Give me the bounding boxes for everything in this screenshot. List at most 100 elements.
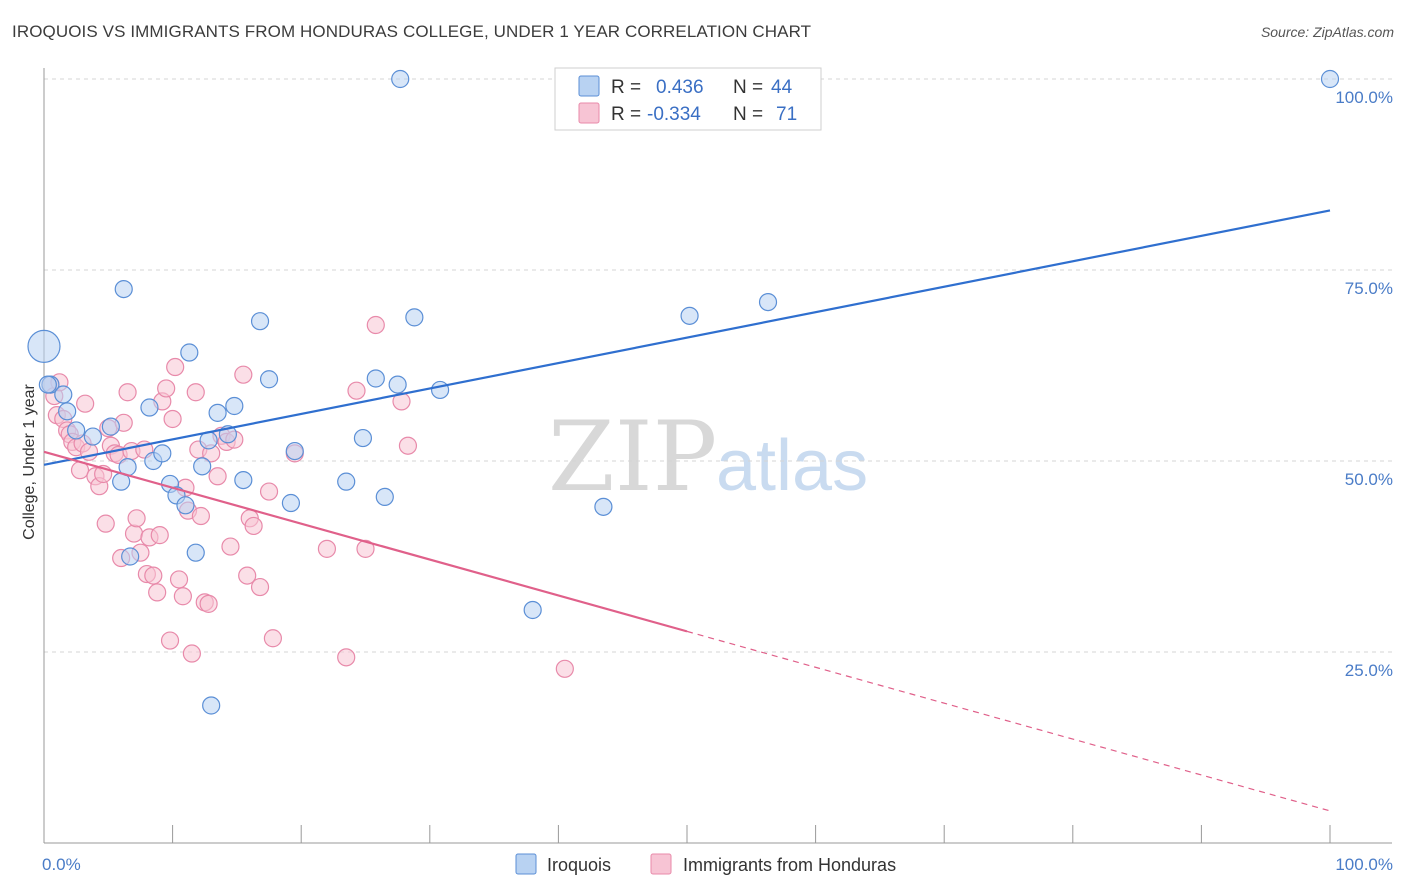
honduras-point-52 <box>221 537 240 556</box>
honduras-point-22 <box>118 383 137 402</box>
iroquois-point-6 <box>101 417 120 436</box>
trend-lines <box>43 209 1331 812</box>
trend-line-honduras-solid <box>43 450 688 633</box>
honduras-point-10 <box>76 394 95 413</box>
iroquois-point-34 <box>388 375 407 394</box>
iroquois-point-38 <box>523 600 542 620</box>
iroquois-point-3 <box>58 402 77 421</box>
legend-n-label-0: N = <box>733 77 763 98</box>
honduras-point-37 <box>166 357 185 377</box>
watermark-atlas: atlas <box>716 426 868 506</box>
honduras-point-39 <box>173 587 192 606</box>
honduras-point-59 <box>259 482 279 501</box>
bottom-legend-label-iroquois: Iroquois <box>547 855 611 875</box>
y-tick-label-3: 100.0% <box>1335 88 1393 107</box>
legend-r-value-0: 0.436 <box>656 77 704 98</box>
chart-title: IROQUOIS VS IMMIGRANTS FROM HONDURAS COL… <box>12 22 812 41</box>
honduras-point-55 <box>238 566 257 585</box>
watermark-zip: ZIP <box>548 401 717 513</box>
iroquois-point-43 <box>38 375 57 394</box>
honduras-point-35 <box>160 631 180 650</box>
honduras-point-49 <box>208 467 227 486</box>
iroquois-point-24 <box>225 396 244 416</box>
iroquois-point-2 <box>54 385 73 404</box>
iroquois-point-8 <box>114 280 133 299</box>
series-honduras-points <box>41 315 574 678</box>
legend-n-value-0: 44 <box>771 77 793 98</box>
honduras-point-68 <box>398 436 418 455</box>
iroquois-point-25 <box>234 471 253 490</box>
honduras-point-24 <box>124 524 144 543</box>
iroquois-point-29 <box>285 441 304 461</box>
iroquois-point-31 <box>353 428 373 448</box>
honduras-point-45 <box>191 506 210 526</box>
iroquois-point-4 <box>67 421 86 440</box>
bottom-legend-label-honduras: Immigrants from Honduras <box>683 855 896 875</box>
iroquois-point-18 <box>186 543 205 562</box>
iroquois-point-17 <box>180 343 199 362</box>
iroquois-point-37 <box>430 380 450 400</box>
y-tick-labels: 25.0% 50.0% 75.0% 100.0% <box>1335 88 1393 680</box>
honduras-point-67 <box>392 392 411 411</box>
bottom-legend-swatch-iroquois <box>515 853 537 875</box>
bottom-legend-swatch-honduras <box>650 853 672 875</box>
iroquois-point-32 <box>366 369 385 388</box>
iroquois-point-40 <box>680 306 699 325</box>
x-tick-labels: 0.0% 100.0% <box>42 855 1393 874</box>
x-tick-label-1: 100.0% <box>1335 855 1393 874</box>
top-legend: R = 0.436 N = 44 R = -0.334 N = 71 <box>554 67 822 131</box>
legend-n-label-1: N = <box>733 104 763 125</box>
iroquois-point-11 <box>140 398 159 417</box>
honduras-point-15 <box>96 514 115 533</box>
bottom-legend: Iroquois Immigrants from Honduras <box>515 853 896 875</box>
iroquois-point-41 <box>758 292 778 312</box>
iroquois-point-26 <box>250 312 270 331</box>
trend-line-honduras-dashed <box>686 630 1331 812</box>
honduras-point-65 <box>356 539 375 558</box>
honduras-point-69 <box>555 659 574 678</box>
y-tick-label-0: 25.0% <box>1345 661 1393 680</box>
honduras-point-57 <box>244 516 263 536</box>
honduras-point-64 <box>347 381 366 400</box>
honduras-point-25 <box>127 509 146 528</box>
iroquois-point-42 <box>1320 69 1340 89</box>
honduras-point-31 <box>148 583 167 602</box>
honduras-point-62 <box>317 539 337 558</box>
iroquois-point-30 <box>337 472 356 491</box>
legend-r-label-0: R = <box>611 77 641 98</box>
source-label: Source: ZipAtlas.com <box>1260 24 1394 40</box>
honduras-point-42 <box>182 644 201 663</box>
honduras-point-58 <box>250 577 270 597</box>
grid-lines <box>44 78 1392 653</box>
iroquois-point-33 <box>375 487 394 507</box>
series-iroquois-points <box>27 69 1340 715</box>
iroquois-point-0 <box>27 329 61 363</box>
iroquois-point-19 <box>193 457 212 476</box>
trend-line-iroquois <box>43 209 1331 466</box>
iroquois-point-21 <box>202 696 221 715</box>
honduras-point-43 <box>186 383 205 402</box>
legend-r-label-1: R = <box>611 104 641 125</box>
y-tick-label-2: 75.0% <box>1345 279 1393 298</box>
iroquois-point-36 <box>405 308 424 327</box>
honduras-point-30 <box>144 566 163 585</box>
y-tick-label-1: 50.0% <box>1345 470 1393 489</box>
honduras-point-47 <box>199 594 218 613</box>
x-tick-label-0: 0.0% <box>42 855 81 874</box>
honduras-point-38 <box>169 570 189 589</box>
iroquois-point-28 <box>281 493 301 513</box>
iroquois-point-39 <box>594 497 613 516</box>
iroquois-point-5 <box>83 427 102 446</box>
iroquois-point-16 <box>176 496 195 515</box>
legend-n-value-1: 71 <box>776 104 797 125</box>
axes <box>43 68 1392 844</box>
honduras-point-54 <box>234 365 253 384</box>
iroquois-point-35 <box>391 69 410 89</box>
y-axis-label: College, Under 1 year <box>21 384 38 540</box>
iroquois-point-27 <box>259 370 279 389</box>
iroquois-point-13 <box>153 444 172 463</box>
legend-r-value-1: -0.334 <box>647 104 701 125</box>
legend-swatch-honduras <box>578 102 600 124</box>
honduras-point-63 <box>337 648 356 667</box>
